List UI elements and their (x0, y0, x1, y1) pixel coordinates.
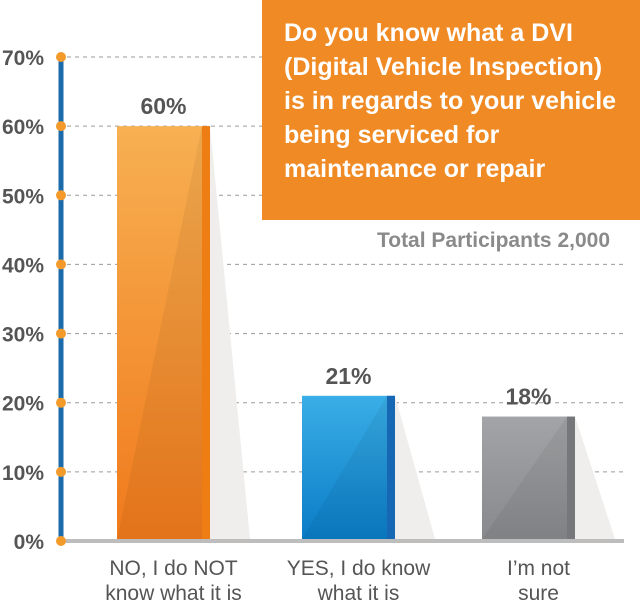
chart-title-box: Do you know what a DVI (Digital Vehicle … (262, 0, 640, 220)
bar-shadow (395, 395, 435, 539)
bar-data-label: 18% (505, 384, 551, 410)
participants-subtitle: Total Participants 2,000 (376, 229, 610, 252)
bar-side (202, 126, 210, 540)
y-tick-dot (56, 190, 66, 201)
y-tick-dot (56, 121, 66, 132)
y-tick-label: 70% (2, 47, 44, 70)
y-tick-dot (56, 259, 66, 270)
bar-side (567, 416, 575, 539)
x-category-label: sure (518, 582, 559, 605)
y-tick-label: 10% (2, 462, 44, 485)
y-tick-dot (56, 466, 66, 477)
y-tick-label: 20% (2, 393, 44, 416)
bar (482, 416, 575, 539)
y-tick-dot (56, 536, 66, 546)
bar-highlight (302, 395, 387, 539)
y-tick-label: 60% (2, 116, 44, 139)
bar (302, 395, 395, 539)
bar-highlight (482, 416, 567, 539)
y-tick-dot (56, 328, 66, 339)
y-tick-label: 40% (2, 254, 44, 277)
y-tick-label: 30% (2, 324, 44, 347)
bar-data-label: 21% (325, 363, 371, 389)
y-tick-label: 0% (14, 531, 45, 554)
bar-side (387, 395, 395, 539)
y-tick-label: 50% (2, 185, 44, 208)
bar-highlight (117, 126, 202, 540)
chart-title: Do you know what a DVI (Digital Vehicle … (284, 19, 617, 183)
y-tick-dot (56, 52, 66, 62)
bar-shadow (210, 126, 250, 540)
x-category-label: I’m not (507, 557, 570, 580)
x-category-label: know what it is (105, 582, 242, 605)
y-tick-dot (56, 397, 66, 408)
x-category-label: NO, I do NOT (109, 557, 238, 580)
x-category-label: what it is (317, 582, 400, 605)
bar (117, 126, 210, 540)
bar-shadow (575, 416, 615, 539)
bar-data-label: 60% (140, 93, 186, 119)
x-category-label: YES, I do know (287, 557, 431, 580)
